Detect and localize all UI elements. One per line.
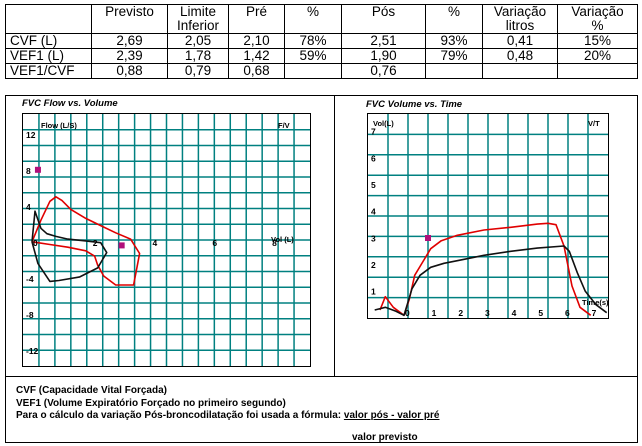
- y-tick-label: 5: [371, 180, 376, 190]
- table-row: VEF1 (L) 2,39 1,78 1,42 59% 1,90 79% 0,48 20%: [5, 48, 638, 64]
- pre-curve: [374, 245, 608, 317]
- table-cell: 0,48: [482, 48, 558, 64]
- table-cell: 0,68: [228, 63, 285, 79]
- x-tick-label: 2: [93, 238, 98, 248]
- volume-time-title: FVC Volume vs. Time: [366, 99, 463, 110]
- column-header: [5, 4, 92, 34]
- table-cell: 0,41: [482, 33, 558, 49]
- y-tick-label: 4: [26, 202, 31, 212]
- column-header: Limite Inferior: [167, 4, 229, 34]
- y-tick-label: -12: [26, 346, 39, 356]
- table-cell: 2,39: [91, 48, 168, 64]
- volume-time-panel: 0 1 2 3 4 5 6 7 1 2 3 4 5 6 7 Vol(L) Time(s) V/T: [367, 113, 609, 319]
- column-header: %: [425, 4, 483, 34]
- x-tick-label: 3: [485, 308, 490, 318]
- table-cell: 1,90: [341, 48, 426, 64]
- x-tick-label: 0: [33, 238, 38, 248]
- x-tick-label: 8: [272, 238, 277, 248]
- flow-volume-title: FVC Flow vs. Volume: [22, 98, 118, 109]
- y-tick-label: 1: [371, 287, 376, 297]
- divider-horizontal: [5, 376, 637, 377]
- row-label: CVF (L): [5, 33, 92, 49]
- table-cell: [425, 63, 483, 79]
- y-tick-label: -4: [26, 274, 34, 284]
- footnotes: CVF (Capacidade Vital Forçada) VEF1 (Vol…: [16, 385, 439, 423]
- table-cell: 78%: [284, 33, 342, 49]
- table-cell: 59%: [284, 48, 342, 64]
- divider-vertical: [334, 95, 335, 377]
- x-tick-label: 4: [512, 308, 517, 318]
- note-cvf: CVF (Capacidade Vital Forçada): [16, 385, 167, 396]
- column-header: Previsto: [91, 4, 168, 34]
- table-cell: 2,05: [167, 33, 229, 49]
- x-tick-label: 7: [592, 308, 597, 318]
- x-tick-label: 4: [153, 238, 158, 248]
- x-tick-label: 6: [565, 308, 570, 318]
- table-cell: [482, 63, 558, 79]
- x-tick-label: 2: [458, 308, 463, 318]
- formula-numerator: valor pós - valor pré: [343, 410, 440, 421]
- table-row: CVF (L) 2,69 2,05 2,10 78% 2,51 93% 0,41 15%: [5, 33, 638, 49]
- chart-corner-label: V/T: [588, 119, 600, 128]
- y-tick-label: 6: [371, 153, 376, 163]
- post-curve: [31, 196, 141, 286]
- x-tick-label: 6: [212, 238, 217, 248]
- table-row: VEF1/CVF 0,88 0,79 0,68 0,76: [5, 63, 638, 79]
- x-tick-label: 1: [432, 308, 437, 318]
- y-tick-label: 12: [26, 130, 36, 140]
- table-cell: 15%: [557, 33, 638, 49]
- table-cell: 93%: [425, 33, 483, 49]
- y-axis-label: Flow (L/S): [41, 121, 77, 130]
- y-tick-label: 7: [371, 127, 376, 137]
- y-tick-label: 8: [26, 166, 31, 176]
- flow-volume-chart: 0 2 4 6 8 12 8 4 -4 -8 -12 Flow (L/S) Vol (L) F/V: [23, 114, 310, 366]
- formula-denominator: valor previsto: [352, 432, 418, 443]
- note-formula: Para o cálculo da variação Pós-broncodil…: [16, 410, 439, 423]
- table-cell: 79%: [425, 48, 483, 64]
- results-table: Previsto Limite Inferior Pré% Pós% Variação …: [5, 4, 638, 79]
- flow-volume-panel: 0 2 4 6 8 12 8 4 -4 -8 -12 Flow (L/S) Vol (L) F/V: [22, 113, 311, 367]
- row-label: VEF1 (L): [5, 48, 92, 64]
- y-axis-label: Vol(L): [373, 119, 394, 128]
- y-tick-label: 2: [371, 260, 376, 270]
- row-label: VEF1/CVF: [5, 63, 92, 79]
- x-tick-label: 5: [538, 308, 543, 318]
- x-axis-label: Vol (L): [271, 235, 294, 244]
- chart-corner-label: F/V: [278, 121, 290, 130]
- column-header: Variação litros: [482, 4, 558, 34]
- x-axis-label: Time(s): [582, 298, 608, 307]
- table-cell: 2,69: [91, 33, 168, 49]
- pre-curve: [31, 210, 108, 283]
- formula-prefix: Para o cálculo da variação Pós-broncodil…: [16, 410, 344, 421]
- table-cell: 1,42: [228, 48, 285, 64]
- marker-point: [118, 242, 125, 249]
- y-tick-label: -8: [26, 310, 34, 320]
- charts-frame: [5, 95, 638, 443]
- table-cell: 20%: [557, 48, 638, 64]
- table-cell: 0,76: [341, 63, 426, 79]
- table-cell: [557, 63, 638, 79]
- marker-point: [34, 166, 41, 173]
- column-header: Pré: [228, 4, 285, 34]
- column-header: Variação %: [557, 4, 638, 34]
- y-tick-label: 4: [371, 207, 376, 217]
- column-header: Pós: [341, 4, 426, 34]
- table-cell: 0,79: [167, 63, 229, 79]
- x-tick-label: 0: [405, 308, 410, 318]
- y-tick-label: 3: [371, 233, 376, 243]
- table-cell: 0,88: [91, 63, 168, 79]
- column-header: %: [284, 4, 342, 34]
- table-cell: 2,10: [228, 33, 285, 49]
- table-cell: 2,51: [341, 33, 426, 49]
- table-cell: [284, 63, 342, 79]
- table-header-row: Previsto Limite Inferior Pré% Pós% Variação …: [5, 4, 638, 34]
- note-vef1: VEF1 (Volume Expiratório Forçado no prim…: [16, 397, 286, 409]
- table-cell: 1,78: [167, 48, 229, 64]
- marker-point: [425, 235, 431, 241]
